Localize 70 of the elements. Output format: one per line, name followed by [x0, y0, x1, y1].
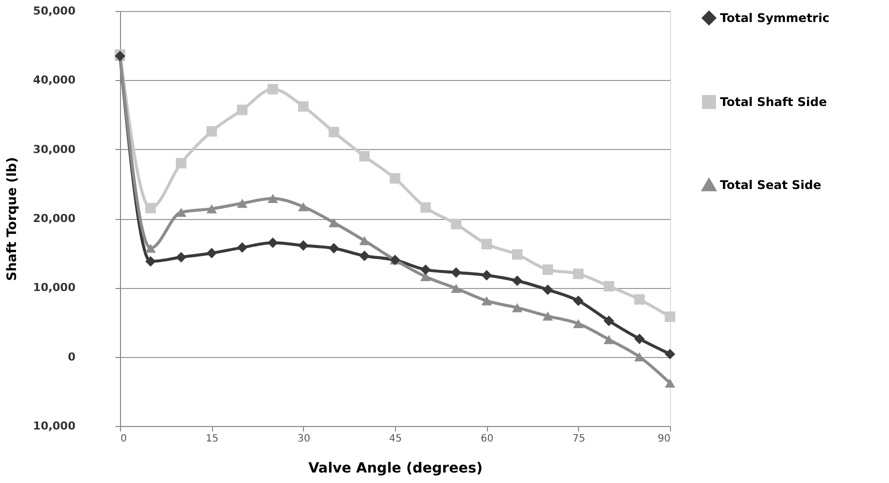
point: [481, 296, 492, 306]
point: [450, 218, 462, 230]
y-tick-label: 40,000: [33, 74, 76, 87]
point: [298, 240, 309, 251]
x-tick-label: 0: [120, 434, 127, 444]
point: [328, 243, 340, 254]
y-tick-label: 50,000: [33, 4, 76, 18]
point: [236, 242, 248, 253]
point: [420, 202, 431, 213]
x-axis-title: Valve Angle (degrees): [308, 460, 483, 476]
point: [359, 250, 370, 262]
point: [664, 378, 676, 388]
point: [176, 252, 186, 262]
y-axis-title: Shaft Torque (lb): [5, 157, 20, 281]
x-tick-label: 15: [206, 434, 219, 444]
point: [573, 296, 584, 306]
x-tick-label: 45: [389, 434, 402, 444]
point: [298, 101, 309, 112]
point: [359, 236, 370, 246]
point: [664, 311, 676, 322]
point: [268, 237, 278, 248]
x-tick-label: 30: [297, 434, 310, 444]
point: [328, 218, 340, 228]
point: [206, 248, 217, 258]
point: [145, 244, 156, 253]
y-tick-label: 30,000: [33, 142, 76, 156]
x-tick-label: 75: [572, 434, 586, 444]
point: [420, 264, 431, 275]
point: [481, 238, 492, 250]
point: [298, 202, 309, 212]
y-tick-label: 20,000: [33, 212, 76, 225]
point: [512, 276, 522, 286]
point: [236, 198, 248, 208]
point: [206, 126, 217, 137]
point: [604, 316, 614, 326]
point: [176, 208, 186, 217]
point: [634, 294, 645, 305]
point: [542, 264, 554, 275]
point: [634, 334, 645, 344]
y-tick-label: 10,000: [33, 420, 76, 432]
y-tick-label: 10,000: [33, 281, 76, 294]
point: [268, 194, 278, 203]
point: [481, 270, 492, 280]
point: [145, 202, 156, 214]
y-tick-label: 0: [68, 350, 76, 364]
point: [176, 158, 186, 168]
point: [145, 256, 156, 267]
x-tick-label: 60: [480, 434, 494, 444]
legend-label: Total Symmetric: [720, 11, 830, 25]
point: [450, 284, 462, 293]
point: [512, 303, 522, 312]
point: [542, 311, 554, 321]
point: [206, 204, 217, 214]
point: [664, 348, 676, 360]
point: [573, 268, 584, 280]
legend-label: Total Seat Side: [720, 178, 822, 192]
point: [542, 284, 554, 295]
point: [573, 319, 584, 328]
legend-label: Total Shaft Side: [720, 95, 827, 109]
point: [604, 335, 614, 344]
point: [604, 281, 614, 292]
point: [359, 151, 370, 162]
point: [328, 126, 340, 138]
point: [390, 173, 400, 184]
x-tick-label: 90: [658, 434, 670, 444]
point: [450, 267, 462, 278]
point: [268, 84, 278, 94]
point: [512, 249, 522, 260]
point: [236, 104, 248, 116]
point: [420, 272, 431, 282]
